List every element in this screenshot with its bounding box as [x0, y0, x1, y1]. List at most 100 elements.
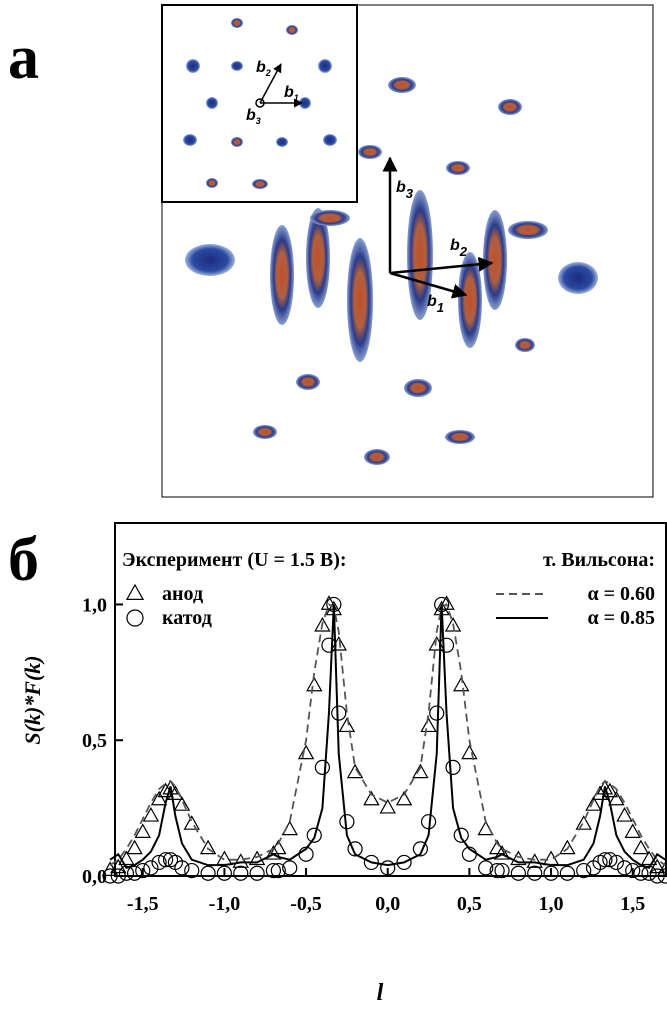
- svg-text:b3: b3: [396, 179, 414, 201]
- diffraction-pattern: [185, 77, 598, 465]
- triangle-marker: [297, 744, 315, 760]
- triangle-marker: [526, 853, 543, 868]
- triangle-marker: [162, 779, 179, 795]
- svg-text:b2: b2: [450, 237, 468, 259]
- panel-label: а: [8, 24, 39, 92]
- vector-index: 2: [265, 68, 271, 78]
- circle-marker: [126, 865, 143, 881]
- svg-text:b3: b3: [246, 107, 261, 126]
- triangle-marker: [596, 779, 614, 795]
- circle-marker: [597, 852, 613, 868]
- legend-label: α = 0.60: [587, 583, 655, 605]
- circle-marker: [110, 868, 126, 884]
- svg-text:b1: b1: [427, 293, 444, 315]
- vector-label: b: [256, 59, 266, 76]
- inset-pattern: b2 b1 b3: [183, 18, 337, 189]
- triangle-marker: [461, 744, 478, 760]
- circle-marker: [249, 865, 265, 881]
- circle-marker: [363, 854, 380, 871]
- circle-marker: [543, 865, 559, 881]
- circle-marker: [478, 860, 494, 876]
- x-tick-label: 0,0: [375, 893, 400, 915]
- legend-label: α = 0.85: [587, 607, 655, 629]
- circle-marker: [233, 865, 249, 881]
- circle-marker: [576, 862, 592, 879]
- circle-marker: [380, 860, 396, 876]
- circle-marker: [396, 854, 412, 871]
- chart: б l S(k)*F(k) Эксперимент (U = 1.5 В): т…: [8, 522, 667, 1006]
- circle-marker: [143, 860, 159, 876]
- circle-marker: [347, 841, 363, 857]
- triangle-marker: [585, 796, 602, 811]
- triangle-marker: [265, 845, 282, 860]
- triangle-marker: [608, 790, 625, 806]
- circle-marker: [633, 865, 649, 881]
- triangle-marker: [493, 845, 511, 860]
- circle-marker: [265, 862, 282, 879]
- circle-marker: [657, 868, 667, 884]
- x-tick-label: -1,5: [127, 893, 159, 915]
- x-axis-label: l: [377, 980, 384, 1006]
- triangle-marker: [420, 717, 437, 733]
- triangle-marker: [444, 616, 462, 632]
- triangle-marker: [314, 616, 331, 632]
- y-tick-label: 0,0: [82, 866, 107, 888]
- triangle-marker: [126, 839, 143, 855]
- circle-marker: [174, 860, 190, 876]
- triangle-marker: [134, 823, 151, 838]
- circle-marker: [270, 862, 286, 879]
- triangle-marker: [657, 861, 667, 876]
- inset-frame: [161, 4, 358, 203]
- circle-marker: [102, 868, 118, 884]
- series-line: [109, 604, 666, 870]
- vector-label: b: [284, 84, 294, 101]
- triangle-marker: [110, 858, 127, 874]
- vector-index: 3: [406, 186, 414, 201]
- triangle-marker: [542, 850, 560, 866]
- triangle-marker: [616, 807, 633, 822]
- y-tick-label: 1,0: [82, 594, 107, 616]
- circle-marker: [527, 865, 543, 881]
- circle-marker: [489, 862, 505, 879]
- y-tick-label: 0,5: [82, 730, 107, 752]
- triangle-marker: [183, 815, 200, 830]
- triangle-marker: [150, 790, 168, 806]
- circle-marker: [151, 854, 167, 871]
- vector-index: 3: [256, 116, 261, 126]
- triangle-marker: [338, 717, 356, 733]
- series-line: [109, 603, 666, 866]
- triangle-marker: [346, 763, 364, 779]
- triangle-marker: [199, 839, 217, 855]
- triangle-marker: [118, 850, 135, 866]
- triangle-marker: [559, 839, 576, 855]
- triangle-marker: [306, 676, 323, 692]
- circle-marker: [282, 860, 298, 876]
- triangle-marker: [363, 790, 380, 806]
- plot-frame: [114, 522, 667, 877]
- vector-index: 2: [459, 244, 468, 259]
- legend-title: Эксперимент (U = 1.5 В):: [122, 549, 347, 571]
- triangle-marker: [379, 798, 396, 814]
- triangle-marker: [632, 839, 650, 855]
- triangle-marker: [248, 850, 266, 866]
- triangle-marker: [173, 796, 191, 811]
- panel-label: б: [8, 526, 39, 594]
- legend-title: т. Вильсона:: [543, 549, 655, 571]
- triangle-marker: [270, 839, 287, 855]
- triangle-marker: [216, 850, 233, 866]
- triangle-marker: [640, 850, 658, 866]
- triangle-marker: [452, 676, 470, 692]
- circle-marker: [649, 868, 665, 884]
- triangle-marker: [624, 823, 641, 838]
- x-tick-label: -0,5: [290, 893, 322, 915]
- vector-label: b: [450, 237, 460, 254]
- circle-marker: [559, 865, 575, 881]
- legend-marker: [126, 609, 144, 627]
- circle-marker: [216, 865, 233, 881]
- triangle-marker: [488, 839, 506, 855]
- circle-marker: [135, 862, 151, 879]
- circle-marker: [445, 759, 461, 775]
- triangle-marker: [330, 635, 347, 651]
- circle-marker: [608, 854, 624, 871]
- y-axis-label: S(k)*F(k): [20, 655, 45, 744]
